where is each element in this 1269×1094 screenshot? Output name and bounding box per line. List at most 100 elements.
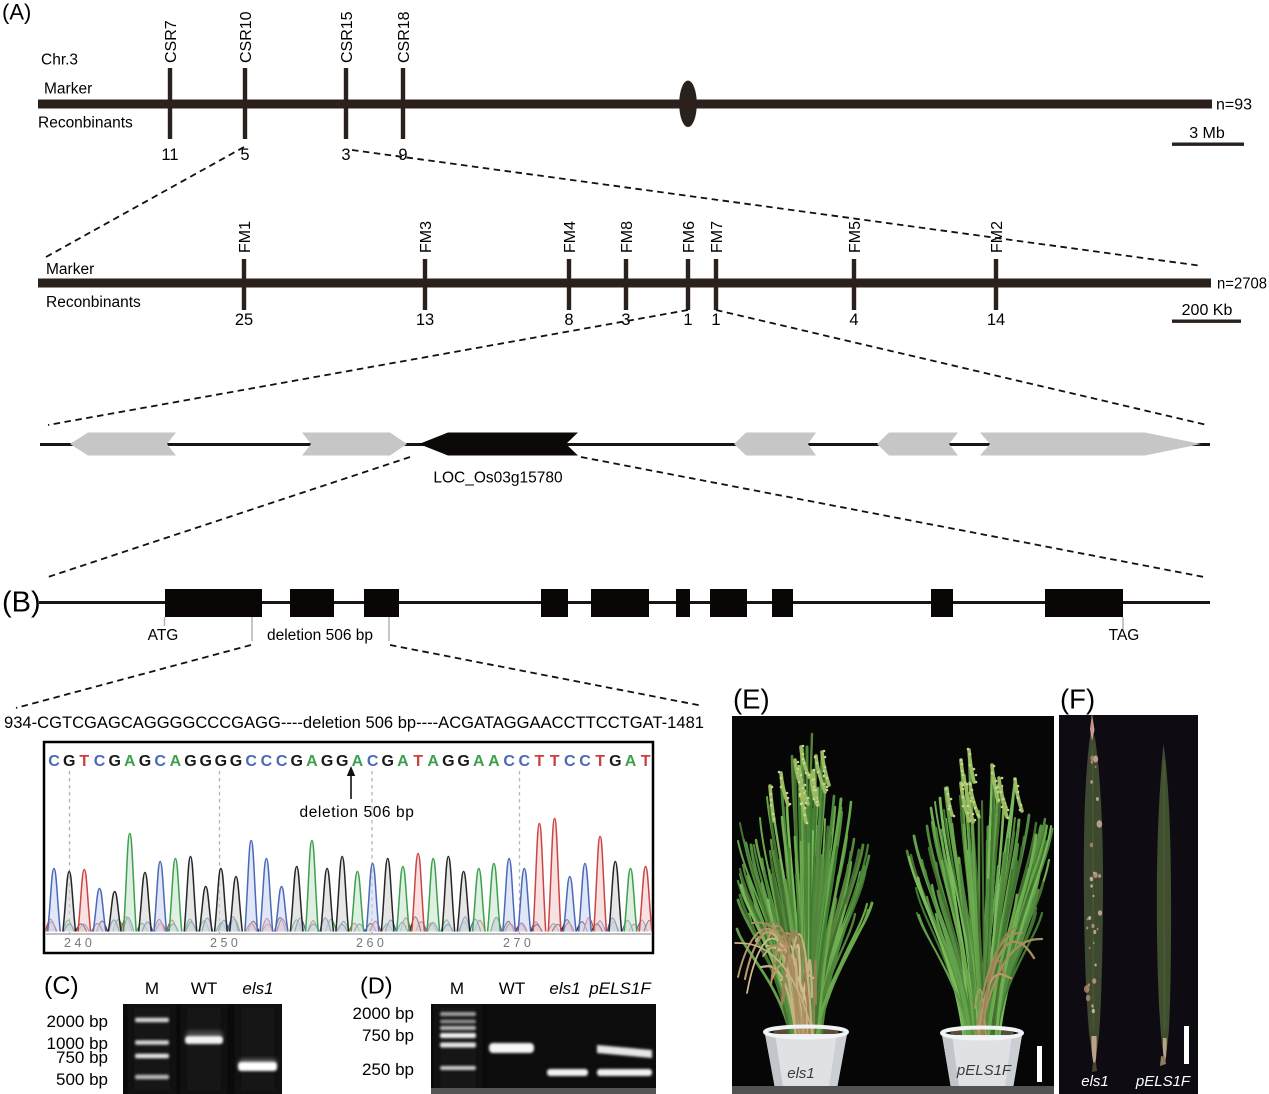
- svg-text:M: M: [145, 979, 159, 998]
- svg-text:G: G: [230, 753, 242, 770]
- svg-text:els1: els1: [549, 979, 580, 998]
- svg-text:750 bp: 750 bp: [56, 1048, 108, 1067]
- svg-text:240: 240: [64, 936, 95, 950]
- svg-text:270: 270: [503, 936, 534, 950]
- svg-text:G: G: [139, 753, 151, 770]
- svg-text:G: G: [108, 753, 120, 770]
- svg-text:G: G: [381, 753, 393, 770]
- svg-text:LOC_Os03g15780: LOC_Os03g15780: [433, 470, 563, 487]
- svg-text:A: A: [397, 753, 409, 770]
- svg-text:els1: els1: [1081, 1073, 1109, 1090]
- svg-text:FM8: FM8: [619, 221, 636, 253]
- svg-text:C: C: [261, 753, 273, 770]
- svg-text:FM4: FM4: [562, 221, 579, 253]
- svg-text:C: C: [519, 753, 531, 770]
- svg-text:C: C: [579, 753, 591, 770]
- svg-text:TAG: TAG: [1109, 627, 1140, 644]
- svg-text:14: 14: [987, 311, 1005, 329]
- svg-text:C: C: [564, 753, 576, 770]
- svg-text:A: A: [352, 753, 364, 770]
- svg-text:G: G: [321, 753, 333, 770]
- svg-text:3: 3: [621, 311, 630, 329]
- svg-text:G: G: [63, 753, 75, 770]
- svg-text:1: 1: [711, 311, 720, 329]
- svg-text:FM3: FM3: [418, 221, 435, 253]
- svg-text:Marker: Marker: [46, 261, 94, 278]
- svg-text:A: A: [625, 753, 637, 770]
- svg-text:3 Mb: 3 Mb: [1189, 125, 1225, 142]
- svg-text:(E): (E): [733, 684, 770, 715]
- svg-text:25: 25: [235, 311, 253, 329]
- svg-text:C: C: [94, 753, 106, 770]
- svg-text:pELS1F: pELS1F: [588, 979, 652, 998]
- svg-text:250 bp: 250 bp: [362, 1060, 414, 1079]
- svg-text:T: T: [550, 753, 560, 770]
- svg-text:A: A: [427, 753, 439, 770]
- svg-text:A: A: [488, 753, 500, 770]
- svg-text:pELS1F: pELS1F: [956, 1062, 1012, 1079]
- svg-text:Reconbinants: Reconbinants: [38, 115, 133, 132]
- svg-text:(C): (C): [44, 972, 79, 1000]
- svg-text:C: C: [503, 753, 515, 770]
- svg-text:C: C: [276, 753, 288, 770]
- svg-text:3: 3: [341, 146, 350, 164]
- svg-text:G: G: [457, 753, 469, 770]
- svg-text:CSR15: CSR15: [339, 11, 356, 63]
- svg-text:(F): (F): [1060, 684, 1095, 715]
- svg-text:T: T: [79, 753, 89, 770]
- svg-text:G: G: [290, 753, 302, 770]
- svg-text:4: 4: [849, 311, 858, 329]
- svg-text:200 Kb: 200 Kb: [1182, 302, 1233, 319]
- svg-text:11: 11: [161, 146, 178, 164]
- svg-text:FM1: FM1: [237, 221, 254, 253]
- svg-text:G: G: [199, 753, 211, 770]
- svg-text:250: 250: [210, 936, 241, 950]
- svg-text:WT: WT: [191, 979, 217, 998]
- svg-text:C: C: [48, 753, 60, 770]
- svg-text:2000 bp: 2000 bp: [353, 1004, 414, 1023]
- svg-text:WT: WT: [499, 979, 525, 998]
- svg-text:C: C: [154, 753, 166, 770]
- svg-text:pELS1F: pELS1F: [1135, 1073, 1191, 1090]
- svg-text:FM2: FM2: [989, 221, 1006, 253]
- svg-text:T: T: [413, 753, 423, 770]
- svg-text:G: G: [215, 753, 227, 770]
- svg-text:n=2708: n=2708: [1217, 276, 1267, 293]
- svg-text:C: C: [245, 753, 257, 770]
- svg-text:G: G: [442, 753, 454, 770]
- svg-text:1: 1: [683, 311, 692, 329]
- svg-text:A: A: [306, 753, 318, 770]
- svg-text:A: A: [124, 753, 136, 770]
- svg-text:934-CGTCGAGCAGGGGCCCGAGG----de: 934-CGTCGAGCAGGGGCCCGAGG----deletion 506…: [4, 713, 704, 732]
- svg-text:(A): (A): [2, 0, 31, 25]
- svg-text:Reconbinants: Reconbinants: [46, 294, 141, 311]
- svg-text:CSR7: CSR7: [163, 20, 180, 63]
- svg-text:9: 9: [398, 146, 407, 164]
- svg-text:G: G: [184, 753, 196, 770]
- svg-text:Chr.3: Chr.3: [41, 52, 78, 69]
- svg-text:500 bp: 500 bp: [56, 1070, 108, 1089]
- svg-text:CSR18: CSR18: [396, 11, 413, 63]
- svg-text:M: M: [450, 979, 464, 998]
- svg-text:C: C: [367, 753, 379, 770]
- svg-text:A: A: [170, 753, 182, 770]
- svg-text:deletion 506 bp: deletion 506 bp: [267, 627, 373, 644]
- svg-text:1000 bp: 1000 bp: [47, 1034, 108, 1053]
- svg-text:(D): (D): [360, 973, 393, 999]
- svg-text:260: 260: [356, 936, 387, 950]
- svg-text:750 bp: 750 bp: [362, 1026, 414, 1045]
- svg-text:A: A: [473, 753, 485, 770]
- svg-text:G: G: [336, 753, 348, 770]
- svg-text:deletion 506 bp: deletion 506 bp: [299, 804, 414, 821]
- svg-text:FM6: FM6: [681, 221, 698, 253]
- svg-text:FM7: FM7: [709, 221, 726, 253]
- svg-text:13: 13: [416, 311, 434, 329]
- svg-text:5: 5: [240, 146, 249, 164]
- svg-text:CSR10: CSR10: [238, 11, 255, 63]
- svg-text:els1: els1: [242, 979, 273, 998]
- svg-text:FM5: FM5: [847, 221, 864, 253]
- svg-text:T: T: [535, 753, 545, 770]
- svg-text:els1: els1: [787, 1065, 815, 1082]
- svg-text:ATG: ATG: [148, 627, 179, 644]
- svg-text:G: G: [609, 753, 621, 770]
